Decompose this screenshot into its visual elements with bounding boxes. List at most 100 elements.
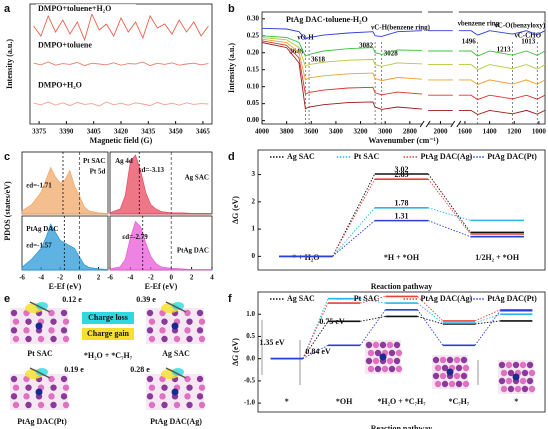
x-tick-label: -4 <box>38 274 44 282</box>
series-line <box>261 40 546 101</box>
atom <box>12 401 20 409</box>
atom <box>395 349 403 357</box>
molecule-bond <box>29 301 51 313</box>
atom <box>148 335 156 343</box>
atom <box>374 365 382 373</box>
d-band-label: εd=-3.13 <box>139 166 165 174</box>
atom <box>498 377 506 385</box>
atom <box>10 375 18 383</box>
charge-label: 0.39 e <box>136 295 156 304</box>
atom <box>512 361 520 369</box>
atom <box>37 401 45 409</box>
series-line <box>33 61 209 67</box>
charge-loss <box>36 368 48 376</box>
connector <box>417 309 444 346</box>
connector <box>474 320 501 325</box>
connector <box>427 178 471 235</box>
pdos-area <box>109 154 213 215</box>
atom <box>148 384 156 391</box>
charge-loss <box>172 368 184 376</box>
atom <box>519 377 527 385</box>
connector <box>359 309 386 346</box>
atom <box>386 357 394 365</box>
metal-atom <box>35 388 43 396</box>
atom <box>526 377 534 385</box>
metal-atom <box>35 322 43 330</box>
atom <box>10 393 18 400</box>
atom <box>455 380 463 388</box>
atom <box>441 364 449 372</box>
metal-atom <box>512 373 520 381</box>
atom <box>37 335 45 343</box>
pdos-area <box>21 223 109 271</box>
atom <box>25 318 32 325</box>
atom <box>196 375 204 383</box>
charge-loss <box>36 302 48 310</box>
subplot-label: PtAg DAC <box>177 247 209 255</box>
atom <box>432 372 440 380</box>
x-tick-label: 3405 <box>87 128 102 136</box>
atom <box>448 380 456 388</box>
x-axis-label: Wavenumber (cm⁻¹) <box>368 136 439 145</box>
band-label: νbenzene ring <box>457 20 500 28</box>
series-label: DMPO+toluene+H₂O <box>38 4 111 13</box>
category-label: 1/2H₂ + *OH <box>475 253 520 262</box>
band-label: νC-H(benzene ring) <box>370 24 431 32</box>
y-tick-label: 0.20 <box>247 48 260 56</box>
break-mark <box>425 120 431 128</box>
metal-atom <box>171 388 179 396</box>
atom <box>48 327 55 334</box>
y-tick-label: 0.30 <box>247 14 260 22</box>
x-tick-label: 3200 <box>354 128 369 136</box>
series-label-bg <box>36 4 136 15</box>
atom <box>60 327 68 334</box>
center-label: *H₂O + *C₇H₇ <box>84 351 133 360</box>
x-tick-label: -6 <box>107 274 113 282</box>
atom <box>173 401 181 409</box>
atom <box>186 401 193 409</box>
atom <box>12 384 20 391</box>
atom <box>159 327 166 334</box>
series-label-bg <box>36 80 136 91</box>
legend-box <box>82 328 134 340</box>
series-label: DMPO+H₂O <box>38 81 82 90</box>
atom <box>62 384 70 391</box>
connector <box>428 207 471 221</box>
atom <box>12 318 20 325</box>
x-axis-label: E-Ef (eV) <box>145 282 178 291</box>
atom <box>60 309 68 317</box>
atom <box>60 375 68 383</box>
atom <box>367 365 375 373</box>
legend-label: Pt SAC <box>354 294 380 303</box>
series-label-bg <box>36 40 136 51</box>
peak-label: 3028 <box>384 50 399 58</box>
atom <box>62 401 70 409</box>
atom <box>434 380 442 388</box>
value-label: 2.83 <box>395 170 409 179</box>
series-line <box>261 38 546 86</box>
atom <box>505 361 513 369</box>
y-tick-label: 0.25 <box>247 31 260 39</box>
atom <box>507 369 515 377</box>
band-label: νO-H <box>296 34 314 42</box>
pdos-area <box>21 166 109 215</box>
metal-atom <box>446 368 454 376</box>
molecule-bond <box>165 301 187 313</box>
atom <box>161 384 168 391</box>
category-label: *OH <box>336 397 353 406</box>
structure-name: PtAg DAC(Ag) <box>150 417 202 426</box>
legend-label: PtAg DAC(Pt) <box>487 152 537 161</box>
atom <box>460 372 468 380</box>
structure-name: PtAg DAC(Pt) <box>17 417 67 426</box>
atom <box>521 385 529 393</box>
atom <box>186 335 193 343</box>
x-tick-label: 0 <box>78 274 82 282</box>
connector <box>302 302 329 359</box>
d-band-label: εd=-2.79 <box>122 233 148 241</box>
value-label: 3.02 <box>395 165 409 174</box>
category-label: *H + *OH <box>384 253 420 262</box>
atom <box>48 309 55 317</box>
atom <box>10 327 18 334</box>
atom <box>514 385 522 393</box>
atom <box>374 349 382 357</box>
